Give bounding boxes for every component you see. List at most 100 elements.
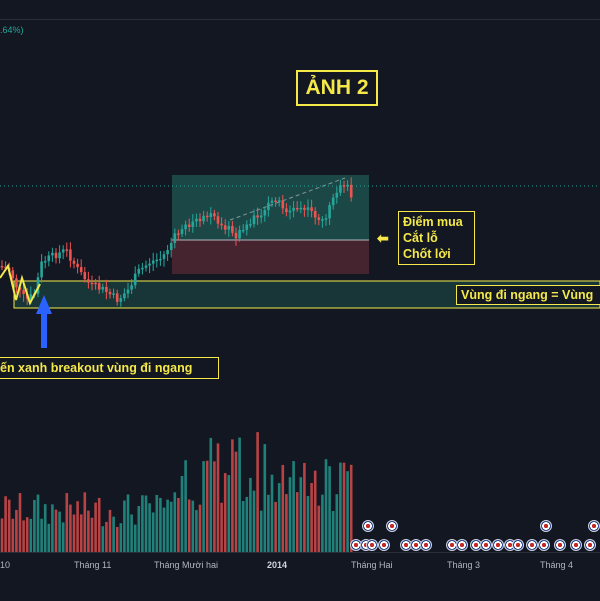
volume-bar [155, 494, 159, 552]
volume-bar [198, 504, 202, 552]
candle [148, 258, 151, 274]
us-flag-event-icon[interactable] [480, 539, 492, 551]
us-flag-event-icon[interactable] [420, 539, 432, 551]
candle [144, 260, 148, 272]
volume-bar [252, 490, 256, 552]
volume-bar [151, 512, 155, 552]
us-flag-event-icon[interactable] [366, 539, 378, 551]
us-flag-event-icon[interactable] [538, 539, 550, 551]
us-flag-event-icon[interactable] [584, 539, 596, 551]
volume-bar [335, 494, 339, 552]
candle [43, 256, 47, 269]
volume-bar [162, 507, 166, 552]
volume-bar [166, 499, 169, 552]
candle [11, 267, 15, 284]
volume-bar [133, 524, 137, 552]
candle [198, 213, 202, 227]
us-flag-event-icon[interactable] [386, 520, 398, 532]
us-flag-event-icon[interactable] [526, 539, 538, 551]
volume-bar [7, 499, 11, 552]
us-flag-event-icon[interactable] [540, 520, 552, 532]
candle [245, 220, 249, 236]
candle [65, 242, 69, 257]
candle [94, 278, 97, 290]
us-flag-event-icon[interactable] [378, 539, 390, 551]
us-flag-event-icon[interactable] [554, 539, 566, 551]
time-tick-10: 10 [0, 560, 11, 570]
volume-bar [76, 501, 79, 552]
volume-bar [33, 499, 36, 552]
time-tick-2014: 2014 [267, 560, 288, 570]
volume-bar [72, 514, 76, 552]
volume-bar [79, 514, 83, 552]
candle [130, 279, 133, 294]
volume-bar [58, 511, 61, 552]
volume-bar [234, 451, 238, 552]
candle [205, 211, 209, 222]
volume-bar [227, 475, 231, 552]
candle [105, 279, 108, 300]
volume-bar [281, 464, 285, 552]
candle [234, 227, 238, 246]
us-flag-event-icon[interactable] [570, 539, 582, 551]
volume-bar [339, 462, 342, 552]
volume-bar [169, 501, 173, 552]
volume-bar [349, 464, 353, 552]
candle [51, 247, 54, 262]
volume-bar [324, 459, 328, 552]
volume-bar [87, 510, 90, 552]
volume-bar [22, 520, 25, 552]
candle [195, 213, 198, 228]
candle [162, 250, 166, 267]
us-flag-event-icon[interactable] [492, 539, 504, 551]
candle [141, 262, 144, 275]
candle [227, 221, 231, 237]
candle [241, 224, 245, 234]
volume-bar [245, 496, 249, 552]
price-change-readout: .64%) [0, 25, 24, 35]
loss-zone [172, 240, 369, 274]
legend-entry-point: Điểm mua [403, 215, 463, 229]
candle [58, 245, 61, 264]
volume-bar [310, 483, 313, 552]
candle [173, 228, 177, 249]
volume-bar [328, 466, 331, 552]
candle [40, 254, 43, 283]
volume-bar [148, 503, 151, 552]
volume-bar [249, 477, 252, 552]
volume-bar [191, 500, 195, 552]
us-flag-event-icon[interactable] [512, 539, 524, 551]
candle [259, 208, 263, 224]
legend-take-profit: Chốt lời [403, 247, 451, 261]
candle [72, 257, 76, 269]
us-flag-event-icon[interactable] [456, 539, 468, 551]
volume-bar [274, 501, 277, 552]
volume-bar [177, 497, 180, 552]
candle [277, 196, 281, 207]
candle [133, 266, 137, 289]
volume-bar [108, 509, 112, 552]
volume-bar [65, 493, 69, 552]
volume-bar [51, 504, 54, 552]
candle [285, 203, 288, 217]
volume-bar [342, 462, 346, 552]
candle [231, 221, 234, 237]
candle [137, 264, 141, 277]
volume-bar [195, 510, 198, 552]
volume-bar [123, 500, 126, 552]
volume-bar [69, 504, 72, 552]
candle [87, 271, 90, 289]
us-flag-event-icon[interactable] [362, 520, 374, 532]
candle [209, 207, 213, 225]
time-tick-april: Tháng 4 [540, 560, 574, 570]
volume-bar [241, 501, 245, 552]
us-flag-event-icon[interactable] [588, 520, 600, 532]
candle [15, 274, 18, 294]
candle [112, 288, 115, 299]
time-axis[interactable]: 10 Tháng 11 Tháng Mười hai 2014 Tháng Ha… [0, 552, 600, 601]
volume-bar [267, 494, 270, 552]
candle [299, 201, 303, 214]
candle [151, 252, 155, 272]
volume-bar [270, 474, 274, 552]
volume-bar [220, 502, 223, 552]
